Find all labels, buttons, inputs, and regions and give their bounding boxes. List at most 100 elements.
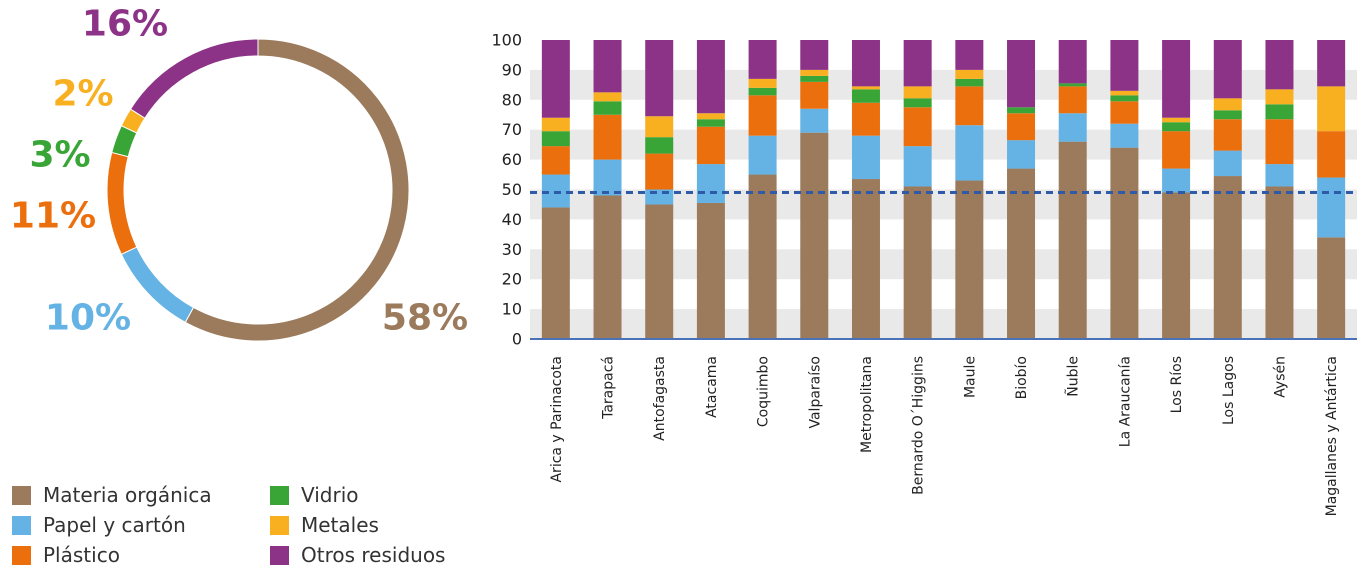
bar-segment-vidrio (1213, 110, 1242, 120)
y-tick-label: 0 (512, 330, 522, 349)
chart-legend: Materia orgánica Papel y cartón Plástico… (12, 482, 472, 572)
y-tick-label: 40 (502, 210, 522, 229)
bar-segment-plastico (851, 102, 880, 136)
bar-segment-plastico (696, 126, 725, 165)
x-tick-label: Arica y Parinacota (549, 356, 565, 483)
legend-label: Papel y cartón (43, 513, 186, 537)
legend-label: Metales (301, 513, 379, 537)
bar-segment-plastico (645, 153, 674, 190)
bar-segment-papel-y-carton (800, 108, 829, 133)
legend-label: Otros residuos (301, 543, 446, 567)
legend-item-plastico: Plástico (12, 542, 120, 568)
bar-segment-papel-y-carton (1213, 150, 1242, 177)
bar-segment-vidrio (955, 78, 984, 87)
bar-segment-materia-organica (1110, 147, 1139, 339)
bar-segment-plastico (748, 95, 777, 136)
bar-segment-otros-residuos (1007, 40, 1036, 108)
donut-label-otros-residuos: 16% (82, 4, 168, 45)
bar-segment-plastico (541, 146, 570, 175)
bar-segment-papel-y-carton (645, 189, 674, 205)
bar-segment-plastico (903, 107, 932, 147)
bar-segment-materia-organica (1162, 192, 1191, 339)
bar-segment-vidrio (645, 137, 674, 154)
legend-label: Vidrio (301, 483, 359, 507)
legend-swatch (12, 545, 31, 565)
bar-segment-papel-y-carton (748, 135, 777, 175)
bar-segment-metales (1317, 86, 1346, 132)
bar-segment-vidrio (748, 87, 777, 96)
donut-label-plastico: 11% (10, 196, 96, 237)
donut-label-vidrio: 3% (29, 135, 90, 176)
legend-label: Materia orgánica (43, 483, 212, 507)
bar-segment-materia-organica (645, 204, 674, 339)
donut-slice-plastico (106, 151, 138, 255)
donut-label-papel-y-carton: 10% (45, 298, 131, 339)
y-tick-label: 70 (502, 120, 522, 139)
bar-segment-plastico (1058, 86, 1087, 114)
bar-segment-otros-residuos (1162, 40, 1191, 118)
y-tick-label: 90 (502, 60, 522, 79)
bar-segment-metales (955, 69, 984, 79)
bar-segment-otros-residuos (541, 40, 570, 118)
bar-segment-vidrio (1058, 83, 1087, 87)
bar-segment-otros-residuos (800, 40, 829, 70)
bar-segment-otros-residuos (696, 40, 725, 114)
x-tick-label: Biobío (1014, 356, 1030, 399)
bar-segment-metales (748, 78, 777, 88)
bar-segment-otros-residuos (1265, 40, 1294, 90)
legend-swatch (12, 485, 31, 505)
x-tick-label: Valparaíso (807, 356, 823, 429)
bar-segment-papel-y-carton (1162, 168, 1191, 193)
bar-segment-materia-organica (903, 186, 932, 339)
bar-segment-otros-residuos (748, 40, 777, 79)
bar-segment-materia-organica (748, 174, 777, 339)
x-tick-label: Coquimbo (756, 356, 772, 427)
bar-segment-metales (903, 86, 932, 99)
bar-segment-vidrio (903, 98, 932, 108)
bar-segment-plastico (1265, 119, 1294, 165)
bar-segment-metales (1213, 98, 1242, 111)
bar-segment-metales (1162, 117, 1191, 123)
bar-segment-metales (851, 86, 880, 90)
legend-item-otros-residuos: Otros residuos (270, 542, 445, 568)
bar-segment-otros-residuos (1317, 40, 1346, 87)
bar-segment-materia-organica (541, 207, 570, 339)
bar-segment-vidrio (696, 119, 725, 127)
bar-segment-papel-y-carton (696, 164, 725, 203)
bar-segment-materia-organica (955, 180, 984, 339)
bar-segment-materia-organica (1265, 186, 1294, 339)
bar-segment-metales (696, 113, 725, 120)
x-tick-label: Ñuble (1065, 356, 1082, 397)
legend-item-metales: Metales (270, 512, 379, 538)
bar-segment-plastico (1317, 131, 1346, 178)
bar-segment-otros-residuos (1110, 40, 1139, 91)
bar-segment-metales (800, 69, 829, 76)
bar-segment-plastico (800, 81, 829, 109)
bar-segment-papel-y-carton (851, 135, 880, 180)
stacked-bar-chart: 0 10 20 30 40 50 60 70 80 90 100 Arica y Parinacot… (491, 31, 1357, 516)
x-tick-label: Tarapacá (601, 356, 617, 420)
bar-segment-otros-residuos (955, 40, 984, 70)
y-tick-label: 80 (502, 90, 522, 109)
bar-segment-metales (645, 116, 674, 138)
bar-segment-otros-residuos (903, 40, 932, 87)
legend-swatch (270, 545, 289, 565)
bar-segment-papel-y-carton (1317, 177, 1346, 238)
donut-label-metales: 2% (52, 74, 113, 115)
bar-segment-plastico (1110, 101, 1139, 124)
bar-segment-papel-y-carton (1265, 164, 1294, 187)
bar-segment-papel-y-carton (1058, 113, 1087, 142)
x-tick-label: Metropolitana (859, 356, 875, 453)
bar-segment-plastico (593, 114, 622, 160)
legend-swatch (270, 485, 289, 505)
legend-item-vidrio: Vidrio (270, 482, 359, 508)
bar-segment-plastico (1007, 113, 1036, 141)
y-tick-label: 50 (502, 180, 522, 199)
x-tick-label: Antofagasta (652, 356, 668, 441)
bar-segment-vidrio (541, 131, 570, 147)
bar-segment-vidrio (800, 75, 829, 82)
bar-segment-vidrio (1007, 107, 1036, 114)
legend-item-materia-organica: Materia orgánica (12, 482, 212, 508)
bar-segment-materia-organica (851, 179, 880, 339)
x-tick-label: Los Ríos (1169, 356, 1185, 413)
